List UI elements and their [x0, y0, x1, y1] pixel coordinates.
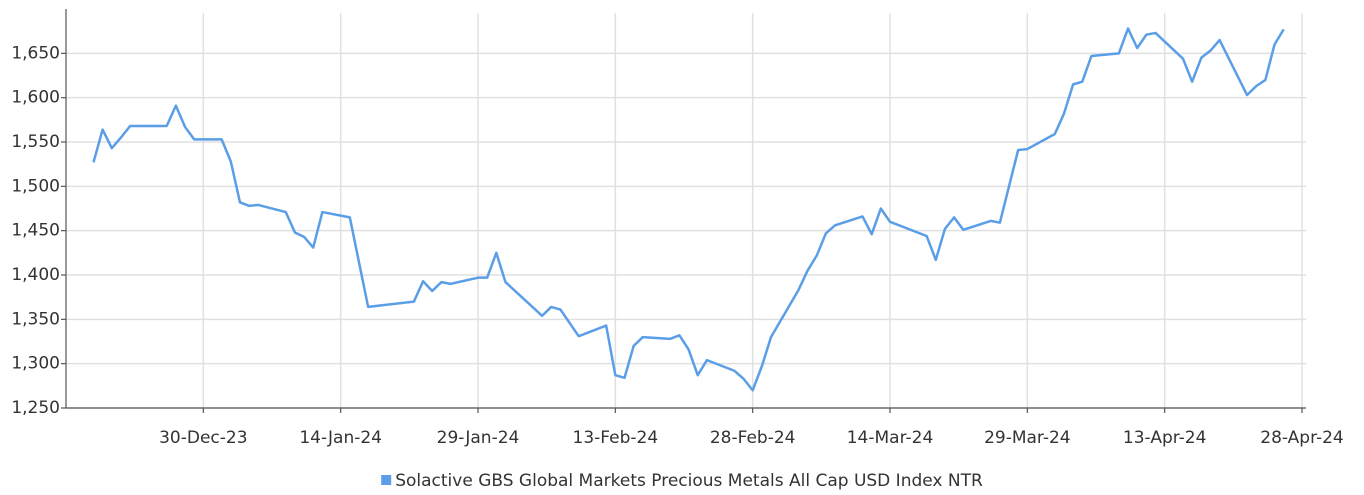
data-line	[92, 27, 1285, 392]
x-tick-label: 13-Apr-24	[1123, 428, 1206, 448]
y-tick-label: 1,250	[11, 398, 60, 418]
x-tick-label: 28-Feb-24	[710, 428, 796, 448]
legend-swatch	[381, 475, 392, 485]
x-tick-label: 28-Apr-24	[1260, 428, 1343, 448]
y-tick-label: 1,550	[11, 132, 60, 152]
y-tick-label: 1,500	[11, 176, 60, 196]
y-tick-label: 1,400	[11, 265, 60, 285]
legend-label: Solactive GBS Global Markets Precious Me…	[395, 471, 983, 491]
x-tick-label: 29-Mar-24	[984, 428, 1071, 448]
x-tick-label: 13-Feb-24	[573, 428, 659, 448]
y-tick-label: 1,650	[11, 43, 60, 63]
y-tick-label: 1,600	[11, 88, 60, 108]
x-tick-label: 14-Mar-24	[847, 428, 934, 448]
y-tick-label: 1,450	[11, 221, 60, 241]
y-tick-label: 1,300	[11, 354, 60, 374]
x-tick-label: 30-Dec-23	[159, 428, 247, 448]
y-tick-label: 1,350	[11, 309, 60, 329]
x-tick-label: 14-Jan-24	[299, 428, 382, 448]
x-tick-label: 29-Jan-24	[437, 428, 520, 448]
